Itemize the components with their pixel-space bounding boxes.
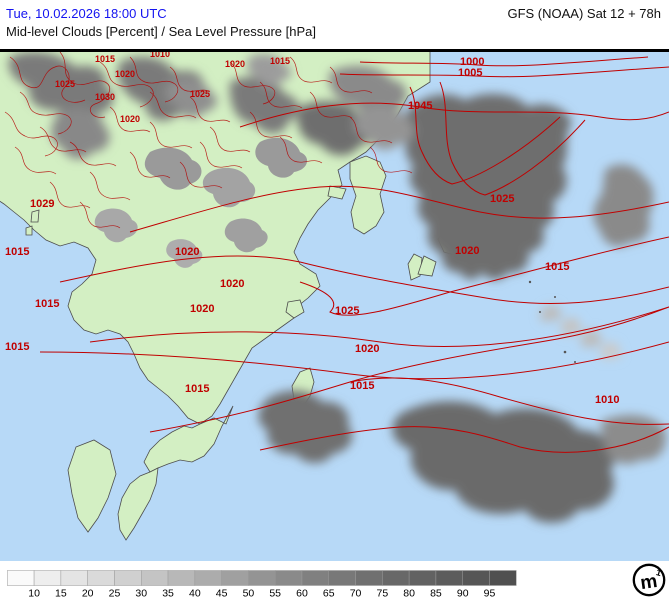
- svg-text:95: 95: [484, 588, 496, 600]
- svg-text:1015: 1015: [185, 383, 209, 395]
- svg-text:1015: 1015: [270, 56, 290, 66]
- svg-text:20: 20: [82, 588, 94, 600]
- svg-text:1015: 1015: [350, 380, 374, 392]
- svg-text:1020: 1020: [225, 59, 245, 69]
- svg-text:1015: 1015: [35, 298, 59, 310]
- svg-text:1020: 1020: [455, 245, 479, 257]
- svg-text:1020: 1020: [175, 246, 199, 258]
- svg-text:1010: 1010: [150, 52, 170, 59]
- svg-text:1010: 1010: [595, 394, 619, 406]
- svg-text:35: 35: [162, 588, 174, 600]
- svg-text:1015: 1015: [95, 54, 115, 64]
- svg-text:65: 65: [323, 588, 335, 600]
- svg-text:1025: 1025: [490, 193, 514, 205]
- svg-text:1005: 1005: [458, 67, 482, 79]
- svg-text:25: 25: [109, 588, 121, 600]
- svg-text:1045: 1045: [408, 100, 432, 112]
- svg-text:1030: 1030: [95, 92, 115, 102]
- svg-text:1025: 1025: [55, 79, 75, 89]
- svg-text:90: 90: [457, 588, 469, 600]
- svg-text:1029: 1029: [30, 198, 54, 210]
- svg-text:1020: 1020: [355, 343, 379, 355]
- svg-text:15: 15: [55, 588, 67, 600]
- svg-text:1020: 1020: [220, 278, 244, 290]
- svg-text:1025: 1025: [190, 89, 210, 99]
- svg-text:1020: 1020: [115, 69, 135, 79]
- svg-text:85: 85: [430, 588, 442, 600]
- svg-text:55: 55: [269, 588, 281, 600]
- svg-text:45: 45: [216, 588, 228, 600]
- svg-text:70: 70: [350, 588, 362, 600]
- svg-text:1025: 1025: [335, 305, 359, 317]
- svg-text:1020: 1020: [190, 303, 214, 315]
- svg-text:1020: 1020: [120, 114, 140, 124]
- svg-text:1015: 1015: [545, 261, 569, 273]
- svg-text:30: 30: [135, 588, 147, 600]
- svg-text:1015: 1015: [5, 246, 29, 258]
- svg-text:80: 80: [403, 588, 415, 600]
- svg-text:1015: 1015: [5, 341, 29, 353]
- svg-text:10: 10: [28, 588, 40, 600]
- svg-text:50: 50: [243, 588, 255, 600]
- svg-text:60: 60: [296, 588, 308, 600]
- svg-text:75: 75: [377, 588, 389, 600]
- svg-text:40: 40: [189, 588, 201, 600]
